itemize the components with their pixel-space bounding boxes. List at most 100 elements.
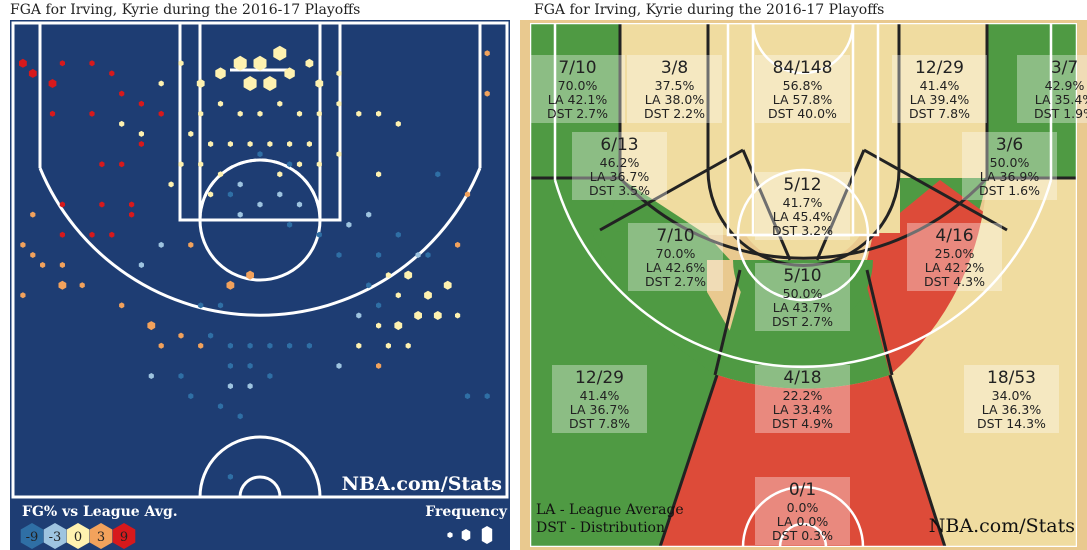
court-lines (11, 21, 509, 499)
shot-hexbin-109 (227, 383, 233, 390)
shot-hexbin-16 (129, 201, 135, 208)
shot-hexbin-100 (277, 191, 283, 198)
shot-hexbin-61 (316, 110, 322, 117)
shot-hexbin-128 (247, 342, 253, 349)
shot-hexbin-7 (138, 100, 144, 107)
zone-made-attempted: 7/10 (656, 226, 694, 246)
zone-fg-pct: 70.0% (558, 78, 598, 93)
zone-distribution: DST 2.7% (645, 274, 706, 289)
zone-distribution: DST 2.7% (547, 106, 608, 121)
shot-hexbin-123 (435, 171, 441, 178)
shot-hexbin-110 (247, 383, 253, 390)
zone-label-box (964, 365, 1059, 433)
shot-hexbin-136 (188, 393, 194, 400)
shot-hexbin-0 (19, 58, 27, 68)
shot-hexbin-83 (395, 120, 401, 127)
frequency-legend (447, 526, 493, 544)
shot-hexbin-65 (227, 141, 233, 147)
zone-made-attempted: 4/18 (783, 368, 821, 388)
zone-label-box (892, 55, 987, 123)
shot-hexbin-59 (277, 100, 283, 107)
zone-label-box (962, 132, 1057, 200)
shot-hexbin-34 (158, 342, 164, 349)
shot-hexbin-12 (99, 161, 105, 168)
zone-made-attempted: 3/6 (996, 135, 1023, 155)
fg-legend-hex-0 (20, 523, 44, 549)
shot-hexbin-17 (59, 231, 65, 238)
left-watermark: NBA.com/Stats (342, 473, 502, 495)
zone-league-avg: LA 36.7% (570, 402, 630, 417)
zone-league-avg: LA 43.7% (773, 300, 833, 315)
shot-hexbin-116 (287, 221, 293, 228)
shot-hexbin-15 (99, 201, 105, 208)
zone-league-avg: LA 39.4% (910, 92, 970, 107)
zone-left-wing-mid-2 (590, 230, 750, 375)
shot-hexbin-94 (376, 322, 382, 329)
zone-fg-pct: 41.7% (783, 195, 823, 210)
legend-la: LA - League Average (536, 502, 684, 518)
shot-hexbin-70 (178, 161, 184, 168)
shot-hexbin-71 (198, 161, 204, 168)
zone-below-ft (733, 260, 873, 330)
zone-fg-pct: 56.8% (783, 78, 823, 93)
zone-distribution: DST 7.8% (569, 416, 630, 431)
zone-label-box (628, 223, 723, 291)
shot-hexbin-51 (284, 67, 295, 80)
zone-label-7: 3/650.0%LA 36.9%DST 1.6% (962, 132, 1057, 200)
shot-hexbin-49 (243, 76, 257, 91)
shot-hexbin-124 (198, 302, 204, 309)
shot-hexbin-86 (404, 270, 413, 280)
zone-fg-pct: 25.0% (935, 246, 975, 261)
shot-hexbin-8 (158, 110, 164, 117)
zone-left-corner-three (530, 23, 620, 178)
shot-hexbin-6 (119, 90, 125, 97)
shot-hexbin-62 (336, 100, 342, 107)
three-point-arc (38, 167, 482, 317)
shot-hexbin-32 (226, 280, 235, 290)
shot-hexbin-60 (296, 110, 303, 117)
zone-left-wing-three (530, 178, 717, 547)
shot-hexbin-18 (89, 231, 95, 238)
frequency-hex-small (447, 532, 453, 538)
shot-hexbin-25 (59, 262, 65, 268)
shot-hexbin-87 (424, 290, 432, 300)
shot-hexbin-81 (356, 110, 362, 117)
shot-hexbin-47 (253, 55, 267, 71)
shot-hexbin-50 (263, 76, 277, 91)
shot-hexbin-56 (217, 100, 224, 107)
zone-made-attempted: 18/53 (987, 368, 1036, 388)
zone-right-corner-three (987, 23, 1077, 178)
shot-hexbin-64 (208, 141, 214, 147)
zone-distribution: DST 7.8% (909, 106, 970, 121)
zone-made-attempted: 12/29 (575, 368, 624, 388)
zone-label-box (907, 223, 1002, 291)
zone-fg-pct: 46.2% (600, 155, 640, 170)
shot-hexbin-112 (148, 373, 154, 379)
zone-fg-pct: 22.2% (783, 388, 823, 403)
zone-label-box (755, 365, 850, 433)
right-court-lines (530, 23, 1077, 547)
frequency-hex-large (481, 526, 493, 544)
shot-hexbin-137 (217, 403, 224, 410)
shot-hexbin-27 (58, 280, 67, 290)
zone-label-box (755, 477, 850, 545)
shot-hexbin-135 (267, 373, 273, 379)
fg-legend-title: FG% vs League Avg. (22, 504, 178, 520)
shot-hexbin-96 (385, 342, 391, 349)
zone-label-box (530, 55, 625, 123)
zone-label-14: 0/10.0%LA 0.0%DST 0.3% (755, 477, 850, 545)
zone-distribution: DST 3.2% (772, 223, 833, 238)
shot-hexbin-21 (30, 211, 36, 218)
shot-hexbin-131 (306, 342, 312, 349)
right-watermark: NBA.com/Stats (929, 515, 1075, 537)
shot-hexbin-57 (237, 110, 243, 117)
fg-legend-label-4: 9 (120, 530, 128, 545)
shot-hexbin-80 (119, 120, 125, 127)
shot-hexbin-43 (178, 60, 184, 67)
shot-hexbin-77 (168, 181, 174, 188)
shot-hexbin-119 (366, 282, 372, 289)
